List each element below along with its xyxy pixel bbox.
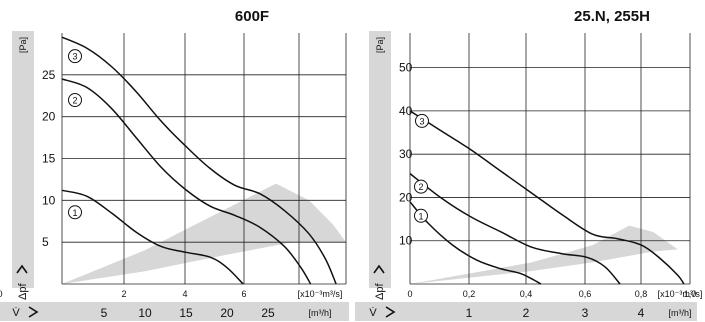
curve-1 [409, 201, 542, 285]
x2-unit: [m³/h] [668, 308, 691, 318]
x2-axis-band [0, 302, 349, 321]
curve-2 [409, 173, 621, 285]
curve-2 [61, 78, 312, 285]
x2-tick-label: 15 [179, 306, 193, 320]
x-tick-label: 4 [182, 289, 187, 299]
curve-marker-3 [68, 49, 82, 64]
x-tick-label: 1,0 [684, 289, 697, 299]
x2-tick-label: 25 [261, 306, 275, 320]
x2-tick-label: 10 [138, 306, 152, 320]
y-tick-label: 20 [399, 190, 413, 204]
curve-marker-1 [414, 208, 428, 223]
x-tick-label: 0 [0, 289, 3, 299]
curve-label-3: 3 [72, 52, 77, 62]
chart-25n-255h: 1 2 3 25.N, 255H 10 20 30 40 50 [Pa] Δpf 0 0,2 0,4 0,6… [355, 8, 702, 321]
curve-marker-3 [415, 113, 429, 128]
operating-region [410, 225, 678, 284]
chart-600f: 1 2 3 600F 5 10 15 20 25 [Pa] Δpf 0 2 4 6 [x10⁻³m³/s] V̇… [0, 8, 349, 321]
y-tick-label: 40 [399, 104, 413, 118]
y-symbol: Δpf [374, 283, 386, 300]
x-tick-label: 0,2 [463, 289, 476, 299]
y-tick-label: 10 [399, 234, 413, 248]
curve-label-1: 1 [72, 208, 77, 218]
curve-3 [409, 110, 685, 285]
y-axis-band [12, 31, 34, 288]
curve-3 [61, 36, 337, 285]
x2-symbol: V̇ [369, 306, 377, 319]
y-unit: [Pa] [375, 37, 385, 53]
x-unit: [x10⁻³m³/s] [658, 289, 703, 299]
y-tick-label: 20 [42, 110, 56, 124]
x2-tick-label: 1 [466, 306, 473, 320]
x-tick-label: 0,6 [579, 289, 592, 299]
y-tick-label: 30 [399, 147, 413, 161]
curve-label-2: 2 [72, 96, 77, 106]
grid [409, 33, 691, 285]
x2-tick-label: 20 [220, 306, 234, 320]
curve-label-2: 2 [418, 182, 423, 192]
x2-arrow-icon [385, 306, 396, 318]
x-tick-label: 2 [121, 289, 126, 299]
y-tick-label: 15 [42, 152, 56, 166]
chart-title: 600F [235, 8, 269, 25]
curve-marker-1 [68, 205, 82, 220]
x-unit: [x10⁻³m³/s] [298, 289, 343, 299]
curve-label-3: 3 [419, 116, 424, 126]
curve-label-1: 1 [418, 211, 423, 221]
y-tick-label: 25 [42, 68, 56, 82]
x2-tick-label: 3 [582, 306, 589, 320]
curve-marker-2 [414, 179, 428, 194]
x-tick-label: 0,4 [520, 289, 533, 299]
x2-symbol: V̇ [12, 306, 20, 319]
y-symbol: Δpf [17, 283, 29, 300]
x2-tick-label: 4 [638, 306, 645, 320]
x2-tick-label: 2 [523, 306, 530, 320]
x2-arrow-icon [28, 306, 39, 318]
x-tick-label: 0 [407, 289, 412, 299]
y-tick-label: 10 [42, 193, 56, 207]
y-arrow-icon [373, 264, 385, 274]
y-tick-label: 5 [42, 235, 49, 249]
curve-marker-2 [68, 93, 82, 108]
x-tick-label: 0,8 [635, 289, 648, 299]
x2-unit: [m³/h] [308, 308, 331, 318]
y-arrow-icon [16, 264, 28, 274]
operating-region [62, 183, 346, 284]
curve-1 [61, 189, 244, 285]
y-unit: [Pa] [18, 37, 28, 53]
chart-title: 25.N, 255H [574, 8, 650, 25]
y-axis-band [369, 31, 391, 288]
y-tick-label: 50 [399, 61, 413, 75]
x2-axis-band [355, 302, 697, 321]
x-tick-label: 6 [241, 289, 246, 299]
grid [61, 33, 347, 285]
x2-tick-label: 5 [101, 306, 108, 320]
